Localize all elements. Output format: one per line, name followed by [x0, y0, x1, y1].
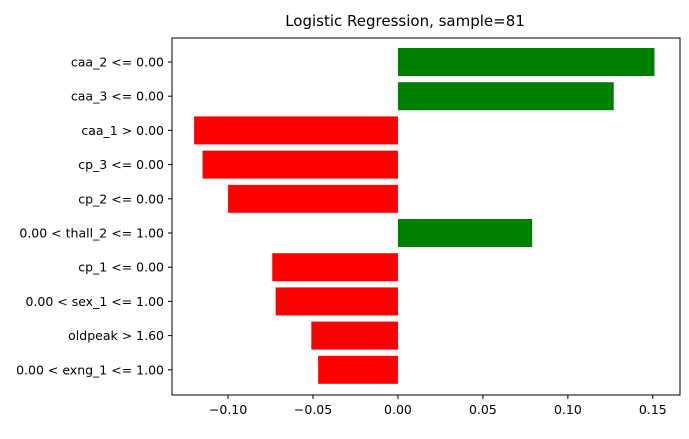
y-tick-label-3: cp_3 <= 0.00	[78, 157, 164, 172]
x-tick-label-5: 0.15	[639, 402, 667, 417]
bar-9	[318, 355, 398, 384]
plot-area-frame	[171, 37, 681, 396]
chart-title: Logistic Regression, sample=81	[285, 12, 525, 30]
bar-5	[397, 219, 533, 247]
x-tick-label-0: −0.10	[209, 402, 247, 417]
bar-7	[275, 287, 398, 316]
y-tick-label-1: caa_3 <= 0.00	[71, 89, 164, 104]
y-tick-label-2: caa_1 > 0.00	[81, 123, 164, 138]
bar-1	[397, 82, 614, 111]
y-tick-label-8: oldpeak > 1.60	[68, 328, 164, 343]
bar-8	[311, 321, 398, 350]
x-tick-label-2: 0.00	[384, 402, 412, 417]
y-axis-ticks: caa_2 <= 0.00 caa_3 <= 0.00 caa_1 > 0.00 cp…	[16, 55, 172, 377]
bar-4	[228, 184, 398, 213]
y-tick-label-7: 0.00 < sex_1 <= 1.00	[25, 294, 164, 309]
bar-2	[194, 116, 398, 145]
bar-3	[202, 150, 398, 179]
bars-layer	[194, 48, 655, 384]
y-tick-label-9: 0.00 < exng_1 <= 1.00	[16, 362, 164, 377]
y-tick-label-5: 0.00 < thall_2 <= 1.00	[19, 226, 164, 241]
bar-0	[397, 48, 655, 76]
x-tick-label-1: −0.05	[294, 402, 332, 417]
bar-6	[272, 253, 398, 282]
x-tick-label-4: 0.10	[554, 402, 582, 417]
x-tick-label-3: 0.05	[469, 402, 497, 417]
y-tick-label-4: cp_2 <= 0.00	[78, 191, 164, 206]
y-tick-label-6: cp_1 <= 0.00	[78, 260, 164, 275]
y-tick-label-0: caa_2 <= 0.00	[71, 55, 164, 70]
x-axis-ticks: −0.10 −0.05 0.00 0.05 0.10 0.15	[209, 395, 667, 417]
